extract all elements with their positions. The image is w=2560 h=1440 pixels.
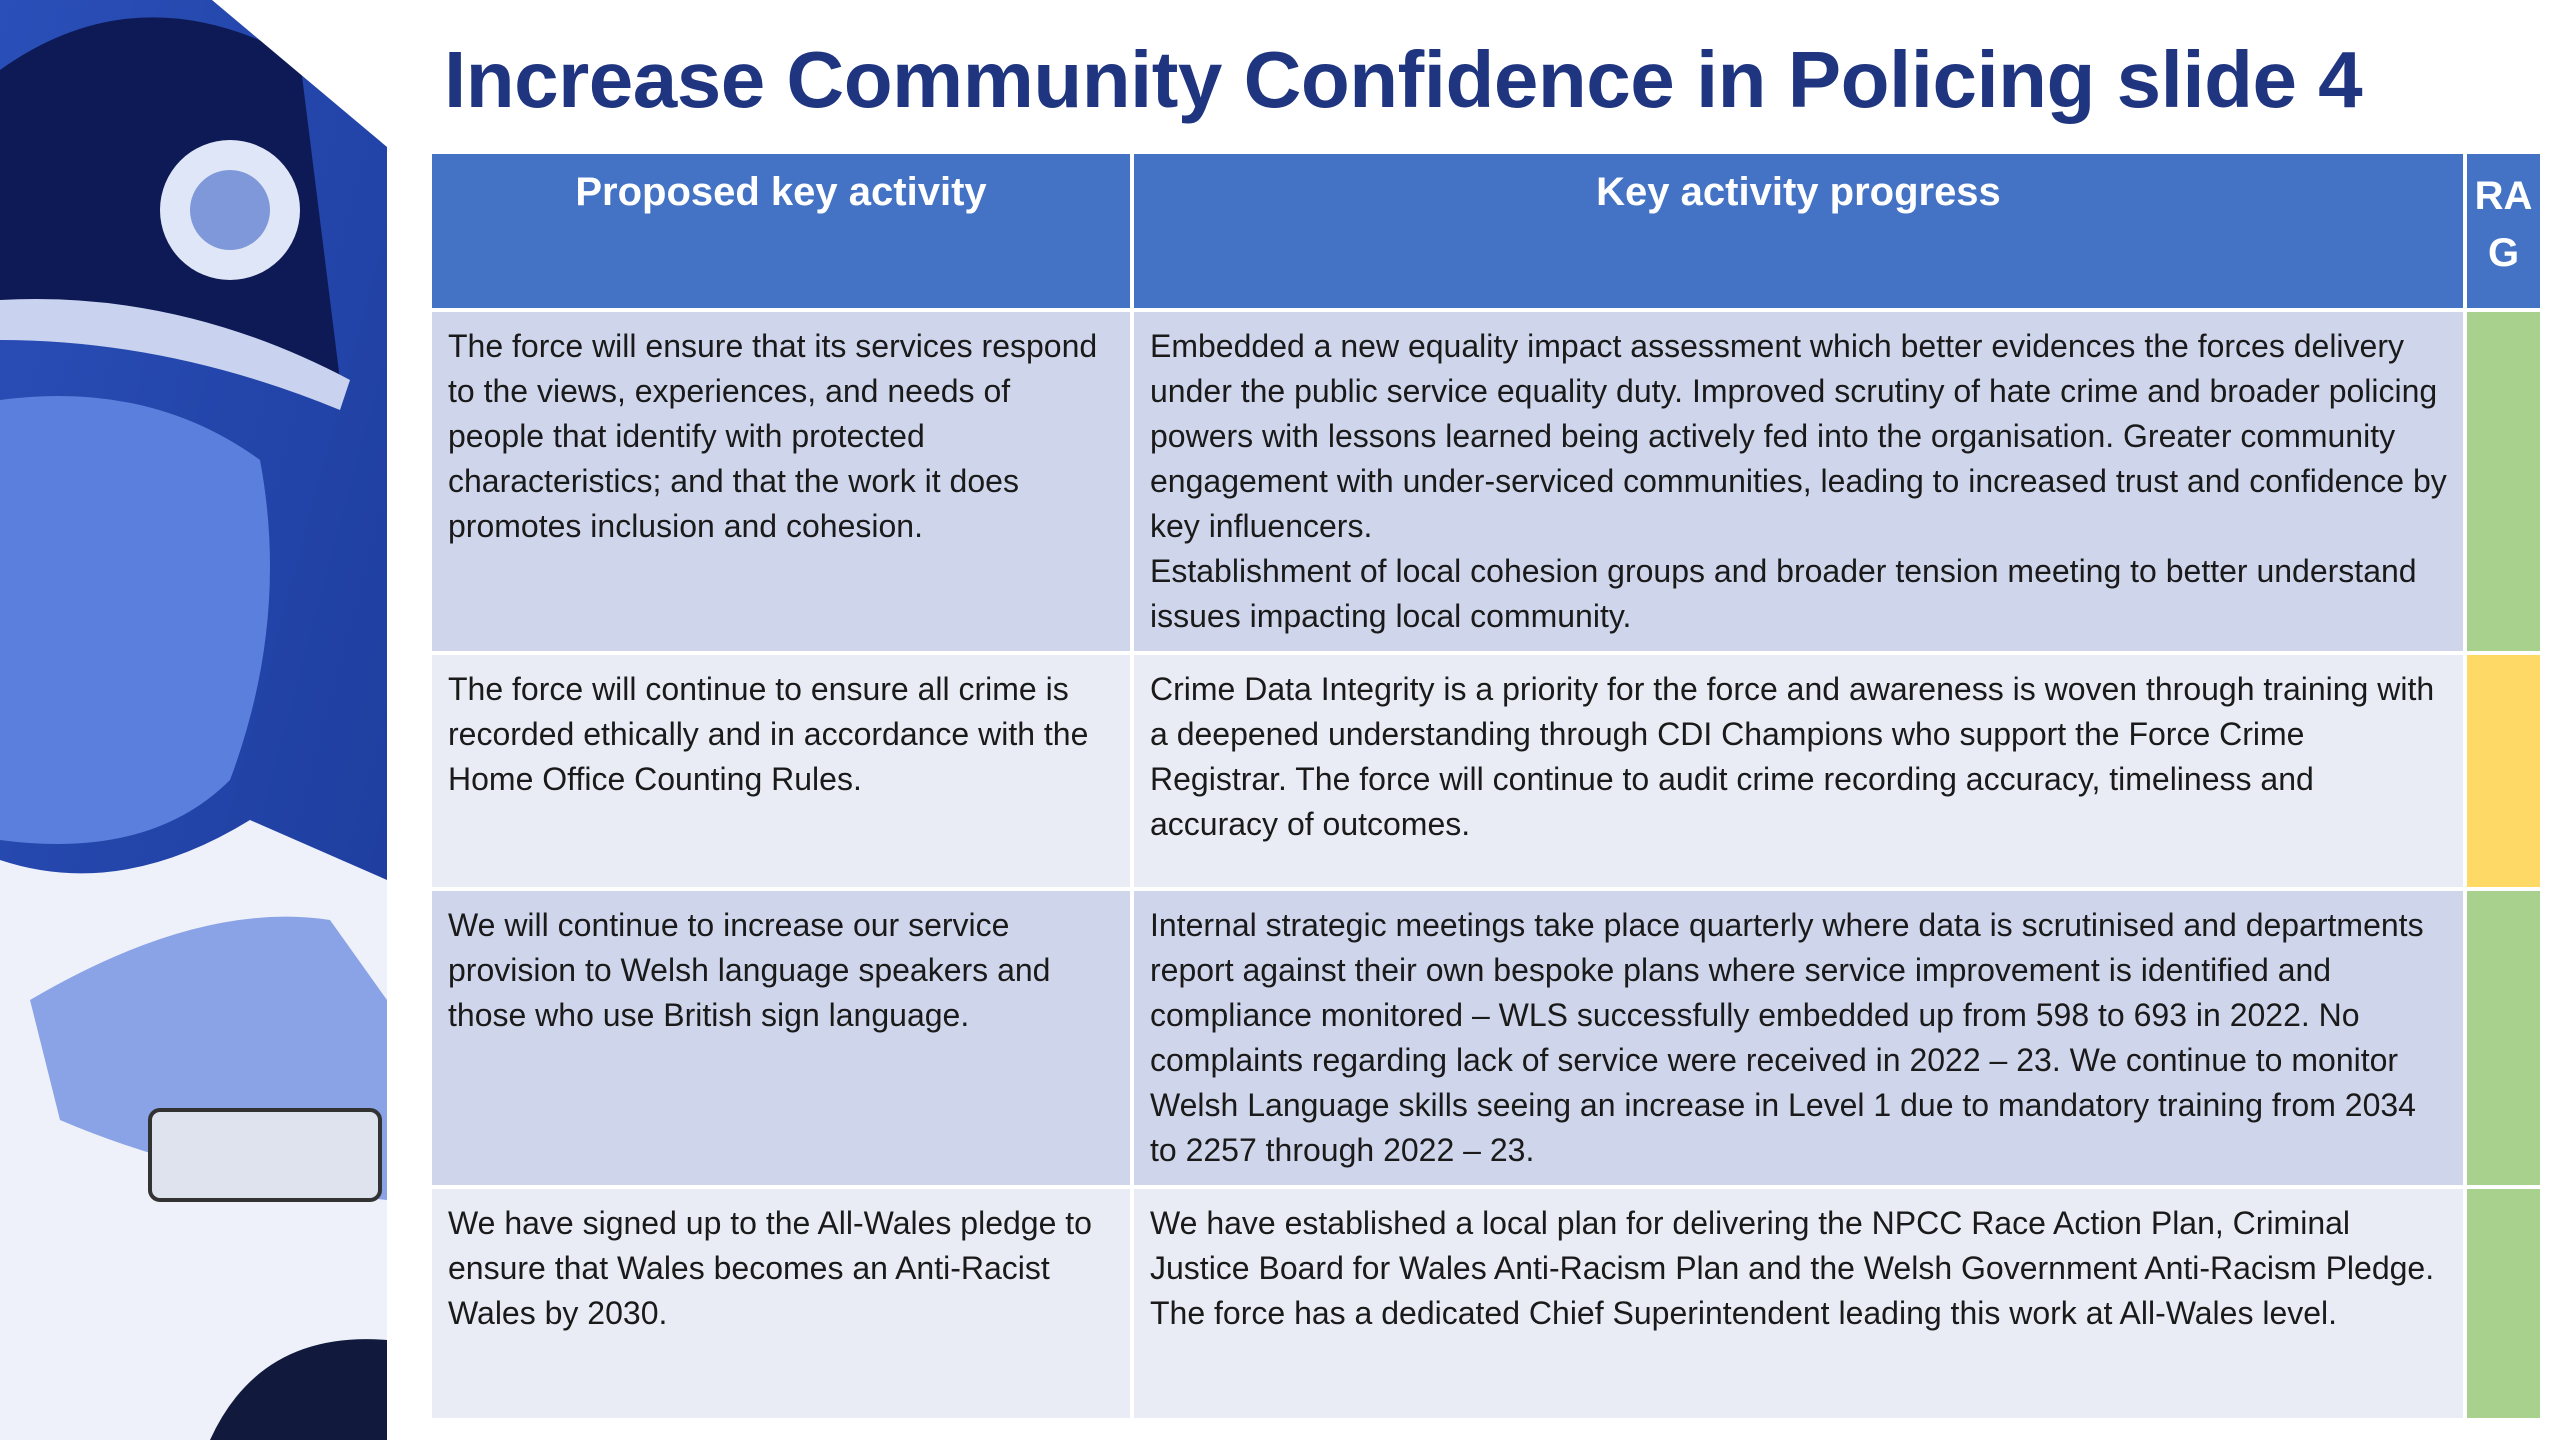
progress-cell: Embedded a new equality impact assessmen… (1130, 308, 2467, 655)
activity-table: Proposed key activity Key activity progr… (428, 150, 2544, 1422)
rag-status (2463, 887, 2544, 1189)
activity-cell: We will continue to increase our service… (428, 887, 1134, 1189)
rag-status (2463, 651, 2544, 891)
column-header: Key activity progress (1130, 150, 2467, 312)
progress-cell: Crime Data Integrity is a priority for t… (1130, 651, 2467, 891)
rag-status (2463, 1185, 2544, 1422)
progress-cell: Internal strategic meetings take place q… (1130, 887, 2467, 1189)
activity-cell: We have signed up to the All-Wales pledg… (428, 1185, 1134, 1422)
column-header: RAG (2463, 150, 2544, 312)
table-row: The force will ensure that its services … (428, 308, 2544, 655)
table-row: We have signed up to the All-Wales pledg… (428, 1185, 2544, 1422)
column-header: Proposed key activity (428, 150, 1134, 312)
slide-title: Increase Community Confidence in Policin… (444, 35, 2363, 124)
progress-cell: We have established a local plan for del… (1130, 1185, 2467, 1422)
table-body: The force will ensure that its services … (428, 308, 2544, 1422)
rag-status (2463, 308, 2544, 655)
table-row: We will continue to increase our service… (428, 887, 2544, 1189)
table-row: The force will continue to ensure all cr… (428, 651, 2544, 891)
officer-photo (0, 0, 387, 1440)
activity-cell: The force will ensure that its services … (428, 308, 1134, 655)
activity-cell: The force will continue to ensure all cr… (428, 651, 1134, 891)
